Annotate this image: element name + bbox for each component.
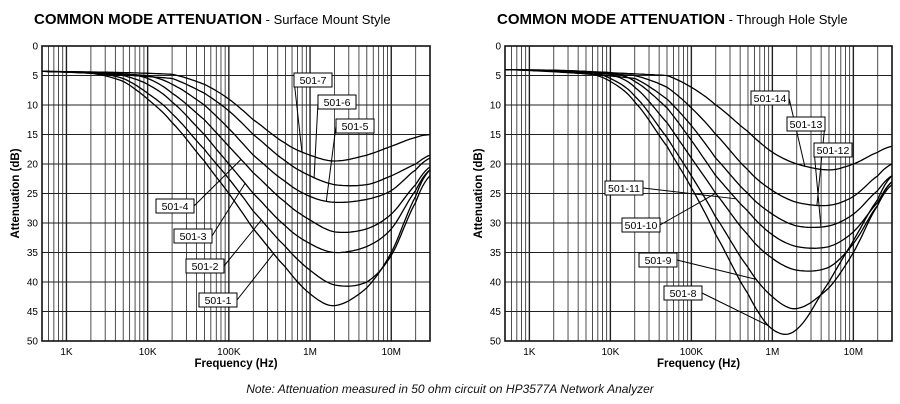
series-label-501-4: 501-4 <box>162 201 189 213</box>
plot-frame <box>504 45 893 342</box>
x-tick-label: 1K <box>523 347 536 358</box>
callout-box <box>317 94 357 110</box>
chart-title: COMMON MODE ATTENUATION - Through Hole S… <box>497 11 848 28</box>
callout-box <box>621 217 661 233</box>
callout-leader <box>313 101 319 178</box>
x-axis-label: Frequency (Hz) <box>657 358 740 370</box>
y-tick-label: 10 <box>27 101 39 112</box>
y-tick-label: 35 <box>490 248 502 259</box>
x-tick-label: 100K <box>680 347 704 358</box>
callout-leader <box>659 192 716 226</box>
callout-box <box>335 118 375 134</box>
callout-leader <box>676 259 757 280</box>
x-tick-label: 10K <box>139 347 157 358</box>
callout-box <box>786 116 826 132</box>
y-tick-label: 20 <box>27 160 39 171</box>
chart-canvas: COMMON MODE ATTENUATION - Surface Mount … <box>10 11 893 370</box>
callout-box <box>293 72 333 88</box>
y-axis-label: Attenuation (dB) <box>473 148 485 238</box>
series-label-501-6: 501-6 <box>324 97 351 109</box>
callout-box <box>185 258 225 274</box>
callout-leader <box>813 149 822 228</box>
callout-leader <box>325 125 337 202</box>
y-tick-label: 45 <box>490 307 502 318</box>
y-axis-label: Attenuation (dB) <box>10 148 22 238</box>
y-tick-label: 15 <box>27 130 39 141</box>
callout-box <box>155 198 195 214</box>
y-tick-label: 25 <box>490 189 502 200</box>
x-tick-label: 1M <box>303 347 317 358</box>
series-label-501-1: 501-1 <box>205 295 232 307</box>
series-line-501-12 <box>504 68 893 229</box>
series-label-501-2: 501-2 <box>192 261 219 273</box>
callout-leader <box>236 253 274 301</box>
callout-leader <box>293 79 303 153</box>
series-line-501-4 <box>42 70 431 234</box>
series-label-501-12: 501-12 <box>817 145 850 157</box>
series-label-501-5: 501-5 <box>342 121 369 133</box>
plot-frame <box>41 45 431 342</box>
callout-leader <box>193 158 242 207</box>
callout-box <box>813 142 853 158</box>
y-tick-label: 40 <box>27 278 39 289</box>
footnote: Note: Attenuation measured in 50 ohm cir… <box>246 382 654 396</box>
series-line-501-2 <box>42 70 431 287</box>
y-tick-label: 30 <box>490 219 502 230</box>
series-line-501-3 <box>42 70 431 254</box>
series-label-501-9: 501-9 <box>645 255 672 267</box>
series-line-501-6 <box>42 70 431 187</box>
callout-box <box>663 285 703 301</box>
y-tick-label: 40 <box>490 278 502 289</box>
series-label-501-11: 501-11 <box>608 183 640 195</box>
y-tick-label: 50 <box>27 337 39 348</box>
callout-box <box>604 180 644 196</box>
callout-leader <box>223 219 262 267</box>
x-tick-label: 100K <box>217 347 241 358</box>
x-tick-label: 1K <box>60 347 73 358</box>
y-tick-label: 50 <box>490 337 502 348</box>
series-label-501-7: 501-7 <box>300 75 327 87</box>
chart-title: COMMON MODE ATTENUATION - Surface Mount … <box>34 11 391 28</box>
y-tick-label: 15 <box>490 130 502 141</box>
series-line-501-11 <box>505 68 893 249</box>
series-line-501-5 <box>42 70 431 204</box>
series-line-501-7 <box>42 70 431 162</box>
callout-box <box>173 228 213 244</box>
callout-leader <box>788 97 806 167</box>
y-tick-label: 0 <box>32 42 38 53</box>
y-tick-label: 45 <box>27 307 39 318</box>
callout-box <box>198 292 238 308</box>
x-tick-label: 10M <box>844 347 863 358</box>
y-tick-label: 5 <box>495 71 501 82</box>
callout-box <box>750 90 790 106</box>
x-axis-label: Frequency (Hz) <box>194 358 277 370</box>
series-line-501-10 <box>504 68 893 272</box>
y-tick-label: 5 <box>32 71 38 82</box>
series-label-501-14: 501-14 <box>754 93 787 105</box>
series-line-501-1 <box>42 70 431 307</box>
y-tick-label: 35 <box>27 248 39 259</box>
y-tick-label: 30 <box>27 219 39 230</box>
x-tick-label: 10M <box>382 347 401 358</box>
series-label-501-10: 501-10 <box>625 220 658 232</box>
series-label-501-13: 501-13 <box>790 119 823 131</box>
x-tick-label: 1M <box>765 347 779 358</box>
y-tick-label: 25 <box>27 189 39 200</box>
x-tick-label: 10K <box>601 347 619 358</box>
series-line-501-13 <box>504 68 893 207</box>
series-line-501-14 <box>505 68 893 171</box>
y-tick-label: 10 <box>490 101 502 112</box>
series-label-501-3: 501-3 <box>180 231 207 243</box>
y-tick-label: 20 <box>490 160 502 171</box>
callout-leader <box>211 183 246 237</box>
callout-leader <box>642 187 736 200</box>
callout-leader <box>701 292 769 327</box>
y-tick-label: 0 <box>495 42 501 53</box>
series-label-501-8: 501-8 <box>670 288 697 300</box>
callout-box <box>638 252 678 268</box>
